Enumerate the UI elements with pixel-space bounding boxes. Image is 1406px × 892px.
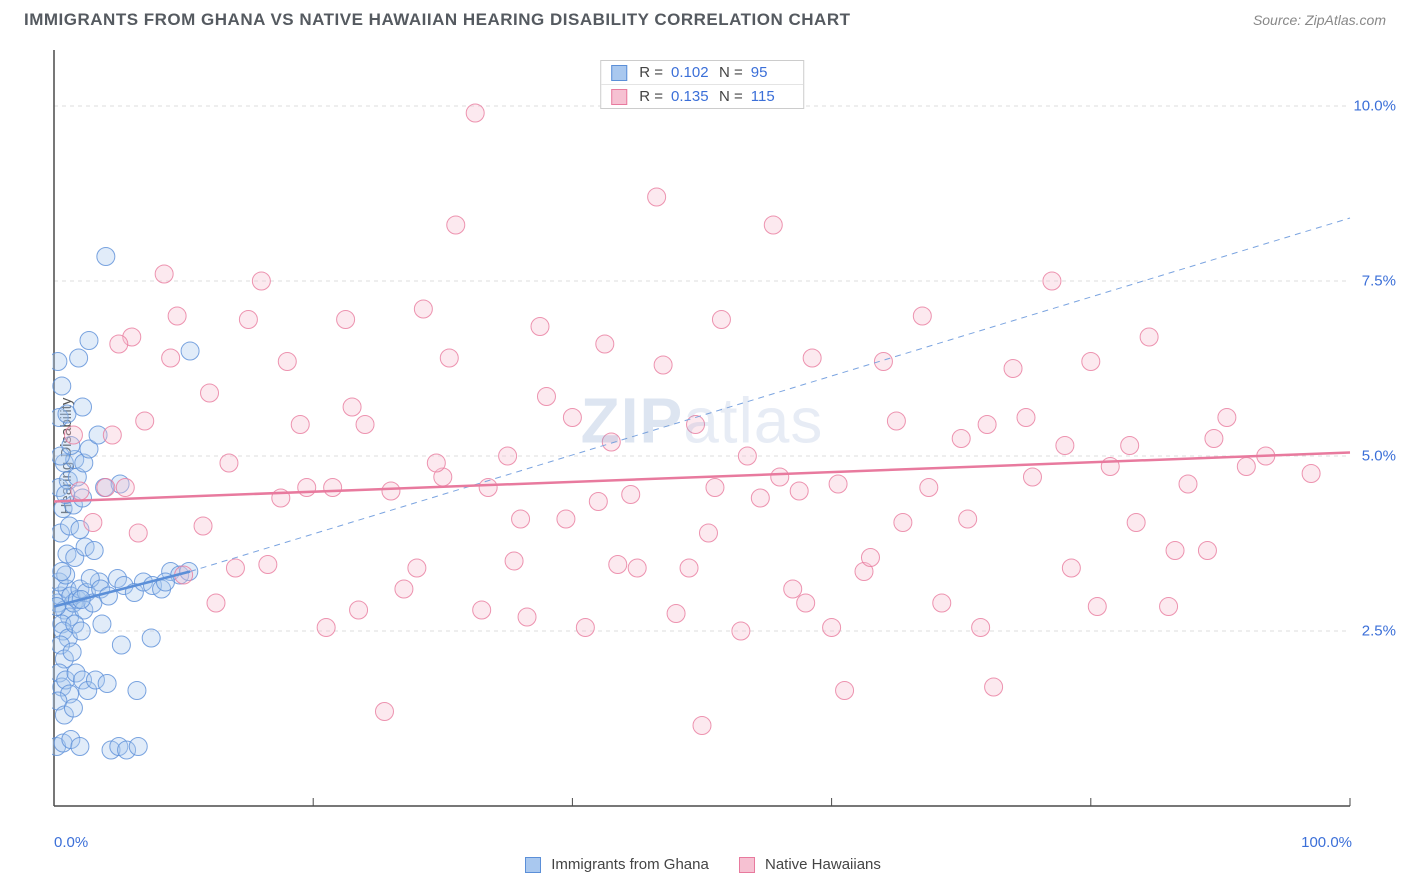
legend-swatch-hawaiian: [611, 89, 627, 105]
legend-row-hawaiian: R = 0.135 N = 115: [601, 85, 803, 108]
legend-item-hawaiian: Native Hawaiians: [739, 856, 881, 873]
legend-swatch-hawaiian-bottom: [739, 857, 755, 873]
plot-area: ZIPatlas R = 0.102 N = 95 R = 0.135 N = …: [52, 48, 1352, 808]
legend-item-ghana: Immigrants from Ghana: [525, 856, 709, 873]
scatter-svg: [52, 48, 1352, 808]
y-tick-label: 7.5%: [1362, 273, 1396, 290]
source-label: Source: ZipAtlas.com: [1253, 12, 1386, 28]
x-tick-max: 100.0%: [1301, 834, 1352, 851]
y-tick-label: 5.0%: [1362, 448, 1396, 465]
chart-container: Hearing Disability ZIPatlas R = 0.102 N …: [0, 38, 1406, 873]
header: IMMIGRANTS FROM GHANA VS NATIVE HAWAIIAN…: [0, 0, 1406, 38]
legend-row-ghana: R = 0.102 N = 95: [601, 61, 803, 85]
correlation-legend: R = 0.102 N = 95 R = 0.135 N = 115: [600, 60, 804, 109]
x-tick-min: 0.0%: [54, 834, 88, 851]
y-tick-label: 10.0%: [1353, 98, 1396, 115]
series-legend: Immigrants from Ghana Native Hawaiians: [0, 856, 1406, 873]
legend-swatch-ghana: [611, 65, 627, 81]
legend-swatch-ghana-bottom: [525, 857, 541, 873]
chart-title: IMMIGRANTS FROM GHANA VS NATIVE HAWAIIAN…: [24, 10, 850, 30]
y-tick-label: 2.5%: [1362, 623, 1396, 640]
